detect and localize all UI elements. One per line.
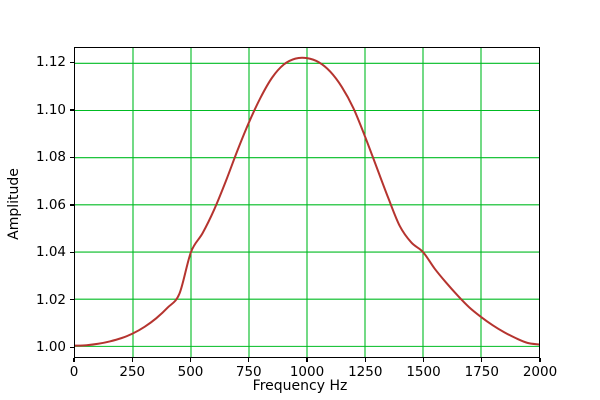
y-tick-label: 1.04 xyxy=(35,244,66,261)
x-axis-title: Frequency Hz xyxy=(252,378,348,394)
y-tick-label: 1.10 xyxy=(35,101,66,118)
x-tick-label: 750 xyxy=(235,364,262,380)
x-tick-mark xyxy=(306,358,308,362)
x-tick-mark xyxy=(73,358,75,362)
data-series-group xyxy=(75,58,539,346)
x-tick-mark xyxy=(189,358,192,362)
y-tick-mark xyxy=(70,346,74,348)
y-tick-mark xyxy=(70,251,74,253)
x-tick-mark xyxy=(248,358,250,362)
gridlines xyxy=(75,48,539,357)
y-tick-label: 1.08 xyxy=(35,149,66,166)
y-tick-label: 1.00 xyxy=(35,339,66,356)
x-tick-mark xyxy=(422,358,425,362)
x-tick-mark xyxy=(539,358,541,362)
x-tick-label: 500 xyxy=(177,364,204,380)
x-tick-label: 1250 xyxy=(348,364,383,380)
x-tick-mark xyxy=(481,358,483,362)
x-tick-label: 1000 xyxy=(289,364,325,380)
data-line-amplitude xyxy=(75,58,539,346)
y-tick-mark xyxy=(70,204,74,206)
y-tick-mark xyxy=(70,109,74,111)
x-tick-mark xyxy=(131,358,133,362)
x-tick-label: 250 xyxy=(119,364,146,380)
y-axis-tick-labels: 1.00 1.02 1.04 1.06 1.08 1.10 1.12 xyxy=(0,0,66,400)
plot-area xyxy=(74,47,540,358)
plot-svg xyxy=(75,48,539,357)
x-tick-label: 1500 xyxy=(406,364,441,380)
x-tick-label: 2000 xyxy=(522,364,558,380)
x-tick-label: 1750 xyxy=(464,364,499,380)
y-tick-label: 1.06 xyxy=(35,196,66,213)
y-tick-label: 1.02 xyxy=(35,291,66,308)
x-tick-mark xyxy=(364,358,366,362)
y-tick-mark xyxy=(70,156,74,159)
x-tick-label: 0 xyxy=(69,364,79,380)
x-axis-tick-labels: 0 250 500 750 1000 1250 1500 1750 2000 xyxy=(0,364,600,384)
y-tick-mark xyxy=(70,61,74,64)
y-tick-mark xyxy=(70,299,74,301)
y-tick-label: 1.12 xyxy=(35,54,66,71)
